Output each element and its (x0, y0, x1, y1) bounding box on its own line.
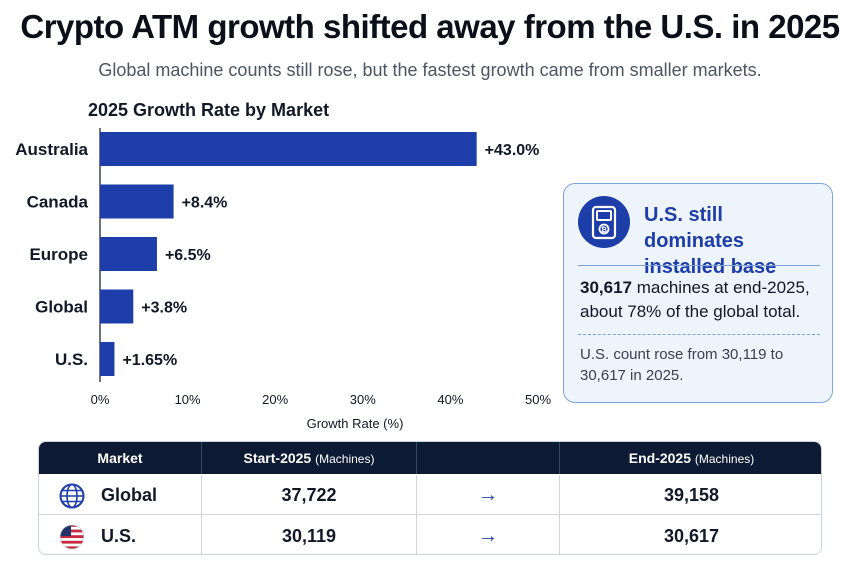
header-divider (416, 442, 417, 474)
column-divider (201, 475, 202, 554)
column-divider (416, 475, 417, 554)
row-market: U.S. (101, 526, 137, 546)
table-header: Market Start-2025 (Machines) End-2025 (M… (39, 442, 821, 474)
page-subtitle: Global machine counts still rose, but th… (98, 60, 762, 80)
row-end-count: 30,617 (663, 526, 720, 546)
callout-main-value: 30,617 (580, 278, 632, 297)
data-label: +6.5% (165, 247, 211, 264)
header-start-label: Start-2025 (243, 450, 312, 466)
header-start-unit: (Machines) (315, 452, 375, 466)
y-tick-label: Europe (29, 245, 88, 264)
callout-divider (578, 265, 820, 266)
growth-rate-bar-chart: Australia +43.0% Canada +8.4% Europe +6.5% Glo… (15, 128, 551, 431)
callout-note: U.S. count rose from 30,119 to 30,617 in… (580, 346, 784, 384)
chart-title: 2025 Growth Rate by Market (88, 100, 330, 120)
header-end: End-2025 (Machines) (560, 442, 821, 474)
y-tick-label: U.S. (55, 350, 88, 369)
page-title: Crypto ATM growth shifted away from the … (20, 8, 840, 45)
x-tick-label: 20% (262, 392, 288, 407)
header-end-unit: (Machines) (694, 452, 755, 466)
y-tick-label: Australia (15, 140, 88, 159)
x-tick-label: 40% (437, 392, 463, 407)
svg-text:₿: ₿ (601, 226, 607, 234)
row-market: Global (101, 485, 158, 505)
data-label: +8.4% (182, 195, 228, 212)
us-dominance-callout: ₿ U.S. still dominates installed base 30… (563, 183, 833, 403)
callout-main-rest: machines at end-2025, about 78% of the g… (580, 278, 810, 321)
x-tick-label: 50% (525, 392, 551, 407)
callout-dashed-divider (578, 334, 820, 335)
x-tick-label: 30% (350, 392, 376, 407)
y-tick-label: Global (35, 298, 88, 317)
header-start: Start-2025 (Machines) (202, 442, 416, 474)
bar (100, 237, 157, 271)
header-end-label: End-2025 (628, 450, 691, 466)
arrow-right-icon: → (478, 525, 498, 547)
x-tick-label: 0% (91, 392, 110, 407)
machine-count-table: Market Start-2025 (Machines) End-2025 (M… (38, 441, 822, 555)
header-market: Market (97, 450, 143, 466)
bar (100, 184, 174, 219)
bar (100, 289, 134, 324)
header-divider (559, 442, 560, 474)
data-label: +3.8% (141, 300, 187, 317)
callout-main-text: 30,617 machines at end-2025, about 78% o… (580, 276, 825, 324)
callout-title: U.S. still dominates installed base (644, 204, 777, 278)
data-label: +1.65% (122, 352, 177, 369)
x-tick-label: 10% (175, 392, 201, 407)
column-divider (559, 475, 560, 554)
row-start-count: 30,119 (281, 526, 337, 546)
bar (100, 342, 115, 376)
row-end-count: 39,158 (663, 485, 720, 505)
x-axis-label: Growth Rate (%) (307, 416, 404, 431)
globe-icon (59, 483, 85, 509)
y-tick-label: Canada (27, 193, 89, 212)
atm-bitcoin-icon: ₿ (578, 196, 630, 248)
arrow-right-icon: → (478, 484, 498, 506)
table-row: Global 37,722 → 39,158 (39, 475, 821, 515)
row-start-count: 37,722 (281, 485, 337, 505)
header-divider (201, 442, 202, 474)
us-flag-icon (59, 524, 85, 550)
data-label: +43.0% (485, 142, 540, 159)
table-row: U.S. 30,119 → 30,617 (39, 516, 821, 554)
bar (100, 132, 477, 166)
